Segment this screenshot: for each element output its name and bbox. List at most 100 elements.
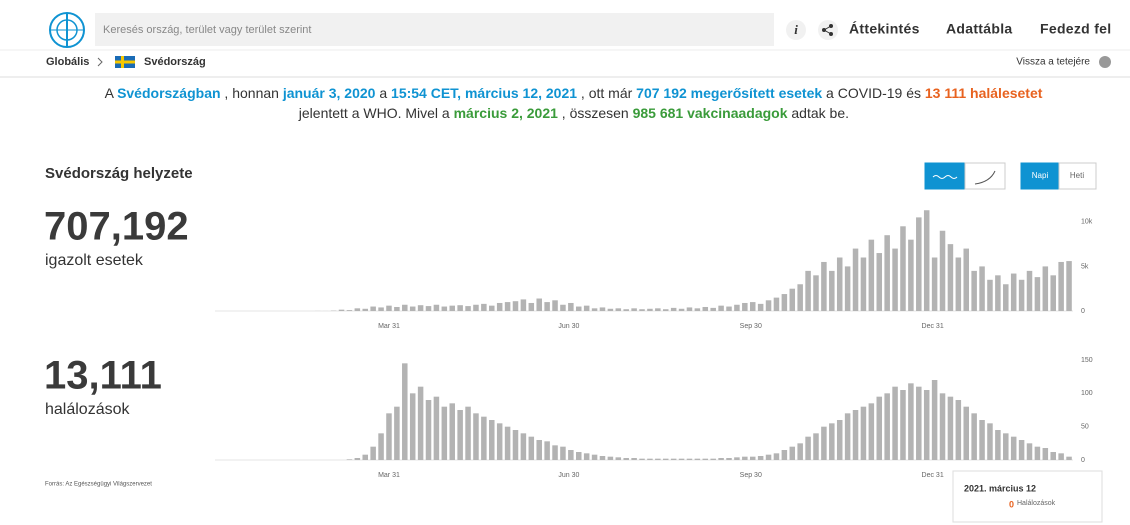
bar — [583, 453, 590, 460]
bar — [955, 257, 962, 311]
summary-text: , honnan — [221, 85, 283, 101]
toggle-button[interactable] — [1058, 162, 1097, 190]
bar — [908, 383, 914, 460]
bar — [678, 308, 685, 311]
summary-deaths: 13 111 halálesetet — [925, 85, 1043, 101]
bar — [876, 253, 883, 311]
bar — [465, 306, 471, 311]
bar — [1050, 452, 1056, 460]
y-tick-label: 50 — [1081, 424, 1089, 431]
bar — [615, 308, 622, 311]
bar — [963, 248, 969, 311]
bar — [662, 458, 669, 460]
stat-value: 707,192 — [44, 205, 189, 249]
bar — [370, 306, 376, 311]
bar — [742, 456, 748, 460]
summary-country: Svédországban — [117, 85, 220, 101]
toggle-label[interactable]: Napi — [1032, 171, 1049, 180]
bar — [354, 458, 361, 460]
bar — [789, 288, 796, 311]
bar — [979, 266, 985, 311]
globe-icon[interactable] — [1099, 56, 1111, 68]
bar — [465, 406, 471, 460]
chart-style-toggle[interactable] — [924, 162, 1006, 190]
bar — [1034, 446, 1041, 460]
bar — [829, 423, 835, 460]
bar — [923, 210, 930, 311]
summary-text: adtak be. — [788, 105, 850, 121]
bar — [1018, 279, 1025, 311]
bar — [496, 302, 503, 311]
bar — [568, 450, 574, 460]
bar — [955, 400, 962, 460]
bar — [599, 456, 606, 460]
y-tick-label: 100 — [1081, 390, 1093, 397]
bar — [1003, 284, 1009, 311]
stat-label: igazolt esetek — [45, 252, 144, 269]
bar — [836, 257, 843, 311]
x-tick-label: Dec 31 — [922, 472, 944, 479]
bar — [694, 308, 701, 311]
toggle-button[interactable] — [1020, 162, 1060, 190]
bar — [520, 433, 527, 460]
bar — [923, 390, 930, 460]
bar — [686, 307, 693, 311]
x-tick-label: Mar 31 — [378, 472, 400, 479]
toggle-label[interactable]: Heti — [1070, 171, 1084, 180]
bar — [844, 413, 851, 460]
bar — [560, 304, 566, 311]
summary-line: A Svédországban , honnan január 3, 2020 … — [86, 85, 1054, 101]
bar — [496, 423, 503, 460]
bar — [655, 458, 661, 460]
breadcrumb-country: Svédország — [144, 56, 206, 68]
share-button[interactable] — [818, 20, 838, 40]
bar — [868, 239, 875, 311]
bar — [1058, 453, 1064, 460]
bar — [520, 299, 527, 311]
bar — [441, 306, 448, 311]
bar — [576, 452, 582, 460]
bar — [773, 453, 780, 460]
svg-text:i: i — [794, 22, 798, 37]
x-tick-label: Sep 30 — [740, 323, 762, 330]
bar — [892, 386, 898, 460]
bar — [931, 380, 938, 460]
bar — [528, 436, 535, 460]
bar — [1010, 436, 1017, 460]
bar — [900, 226, 906, 311]
bar — [987, 423, 993, 460]
bar — [473, 304, 479, 311]
bar — [481, 416, 487, 460]
bar — [876, 396, 883, 460]
x-tick-label: Mar 31 — [378, 323, 400, 330]
logo[interactable] — [49, 12, 85, 48]
bar — [338, 309, 345, 311]
bar — [995, 430, 1001, 460]
bar — [583, 305, 590, 311]
search-box[interactable] — [95, 13, 774, 46]
bar — [623, 309, 629, 311]
bar — [726, 306, 732, 311]
nav-item[interactable]: Áttekintés — [849, 21, 920, 37]
nav-item[interactable]: Adattábla — [946, 21, 1013, 37]
bar — [354, 308, 361, 311]
bar — [615, 457, 622, 460]
info-button[interactable]: i — [786, 20, 806, 40]
bar — [963, 406, 969, 460]
bar — [1058, 261, 1064, 311]
breadcrumb-root[interactable]: Globális — [46, 56, 89, 68]
bar — [552, 300, 558, 311]
back-to-top[interactable]: Vissza a tetejére — [1016, 57, 1090, 68]
bar — [662, 309, 669, 311]
y-tick-label: 0 — [1081, 457, 1085, 464]
bar — [1042, 266, 1049, 311]
bar — [813, 275, 819, 311]
nav-item[interactable]: Fedezd fel — [1040, 21, 1111, 37]
bar — [1050, 275, 1056, 311]
bar — [504, 302, 511, 311]
flag — [115, 56, 135, 68]
bar — [639, 458, 645, 460]
bar — [1034, 277, 1041, 311]
bar — [591, 308, 598, 311]
bar — [607, 456, 614, 460]
